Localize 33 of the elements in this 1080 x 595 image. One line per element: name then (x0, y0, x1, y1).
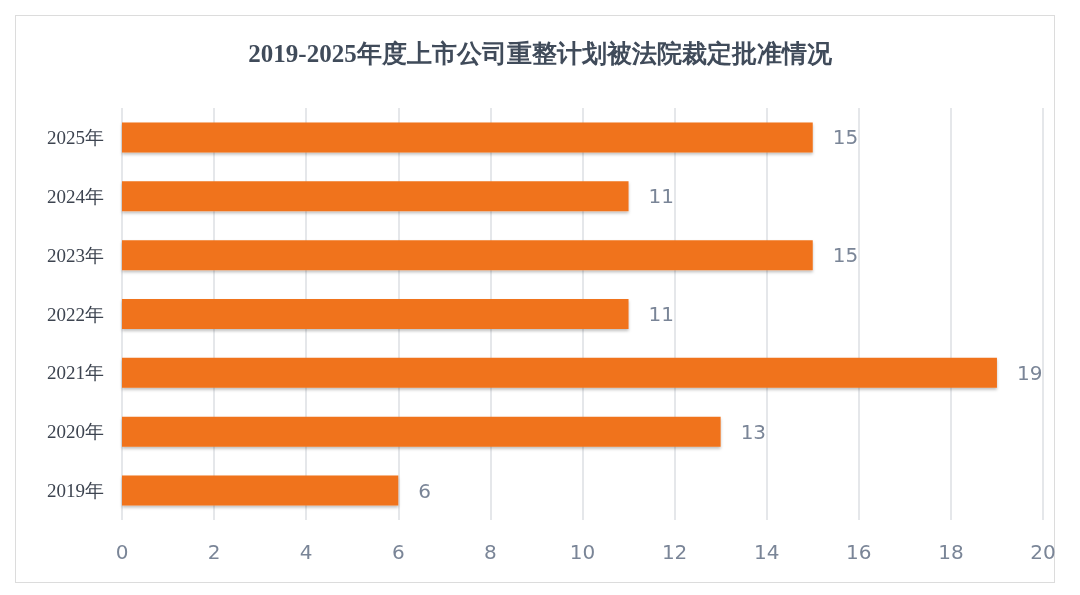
bar (122, 122, 813, 153)
x-tick-label: 0 (115, 540, 129, 564)
y-tick-label: 2024年 (47, 185, 104, 207)
data-label: 11 (648, 184, 674, 209)
data-label: 19 (1016, 360, 1043, 385)
x-tick-label: 14 (753, 540, 780, 564)
data-label: 11 (648, 302, 674, 326)
data-label: 13 (740, 419, 767, 444)
chart-title: 2019-2025年度上市公司重整计划被法院裁定批准情况 (248, 40, 833, 67)
x-tick-label: 18 (938, 540, 964, 564)
x-tick-label: 8 (484, 540, 497, 564)
x-tick-label: 12 (661, 540, 688, 564)
bar (122, 357, 997, 388)
data-label: 15 (832, 125, 859, 150)
x-tick-label: 16 (846, 540, 872, 564)
y-tick-label: 2025年 (47, 126, 104, 148)
x-tick-label: 20 (1030, 540, 1056, 564)
data-label: 6 (418, 478, 432, 503)
bar (122, 299, 629, 329)
y-tick-label: 2020年 (47, 421, 104, 443)
y-tick-label: 2019年 (47, 480, 104, 502)
y-tick-label: 2023年 (47, 244, 104, 266)
y-tick-label: 2022年 (47, 303, 104, 325)
y-tick-label: 2021年 (47, 362, 104, 384)
bar (122, 475, 399, 506)
bar (122, 240, 813, 271)
x-tick-label: 10 (569, 540, 596, 564)
bar (122, 181, 629, 212)
x-tick-label: 2 (207, 540, 221, 564)
x-tick-label: 4 (299, 540, 313, 564)
data-label: 15 (832, 243, 859, 268)
bar (122, 416, 721, 447)
x-tick-label: 6 (391, 540, 405, 564)
